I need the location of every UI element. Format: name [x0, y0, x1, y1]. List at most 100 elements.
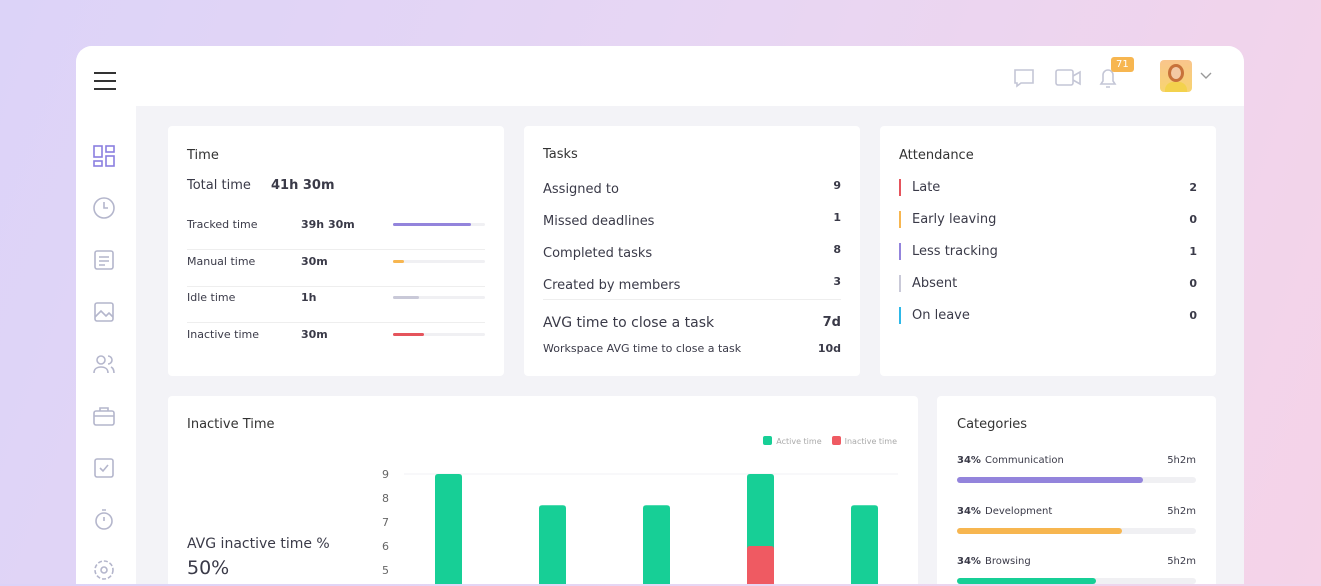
- category-item: 34% Browsing 5h2m: [957, 556, 1196, 586]
- card-title: Time: [187, 148, 219, 163]
- attendance-row-value: 1: [1189, 245, 1197, 258]
- menu-icon[interactable]: [94, 72, 116, 90]
- time-row-value: 1h: [301, 291, 317, 304]
- settings-icon[interactable]: [92, 558, 116, 582]
- category-percent: 34%: [957, 455, 981, 466]
- category-label: Communication: [985, 455, 1064, 466]
- chart-legend: Active time Inactive time: [763, 436, 897, 446]
- attendance-row-label: Absent: [912, 276, 958, 291]
- workspace-avg-value: 10d: [817, 342, 841, 355]
- workspace-avg-label: Workspace AVG time to close a task: [543, 342, 742, 355]
- tasks-card: Tasks Assigned to 9 Missed deadlines 1 C…: [524, 126, 860, 376]
- category-label: Development: [985, 505, 1053, 517]
- briefcase-icon[interactable]: [92, 404, 116, 428]
- video-icon[interactable]: [1054, 68, 1082, 88]
- status-indicator: [899, 211, 901, 228]
- task-row-label: Completed tasks: [543, 246, 653, 261]
- category-value: 5h2m: [1167, 556, 1196, 567]
- time-row-label: Idle time: [187, 291, 236, 304]
- avg-close-value: 7d: [822, 315, 841, 330]
- status-indicator: [899, 179, 901, 196]
- attendance-row-value: 0: [1189, 309, 1197, 322]
- attendance-row: Absent 0: [899, 275, 1197, 293]
- attendance-row-label: On leave: [912, 308, 970, 323]
- total-time-label: Total time: [187, 178, 251, 193]
- time-row: Tracked time 39h 30m: [187, 214, 485, 250]
- task-row: Created by members 3: [543, 274, 841, 293]
- active-time-bar[interactable]: [851, 505, 878, 584]
- bell-icon[interactable]: [1098, 66, 1118, 90]
- category-progress-bar: [957, 477, 1196, 483]
- chevron-down-icon[interactable]: [1200, 72, 1212, 80]
- clock-icon[interactable]: [92, 196, 116, 220]
- chat-icon[interactable]: [1013, 68, 1035, 88]
- legend-label: Inactive time: [844, 437, 897, 446]
- dashboard-icon[interactable]: [92, 144, 116, 168]
- legend-item-inactive: Inactive time: [831, 436, 897, 446]
- avg-close-label: AVG time to close a task: [543, 315, 715, 331]
- y-tick-label: 5: [382, 564, 389, 577]
- y-tick-label: 7: [382, 516, 389, 529]
- time-row-label: Inactive time: [187, 327, 259, 341]
- time-row: Manual time 30m: [187, 251, 485, 287]
- total-time-value: 41h 30m: [271, 178, 335, 193]
- active-time-bar[interactable]: [435, 474, 462, 584]
- notification-badge: 71: [1111, 57, 1134, 72]
- time-row-value: 30m: [301, 254, 328, 268]
- document-icon[interactable]: [92, 248, 116, 272]
- card-title: Inactive Time: [187, 417, 275, 432]
- category-progress-bar: [957, 527, 1196, 534]
- active-time-bar[interactable]: [539, 505, 566, 584]
- legend-label: Active time: [776, 437, 822, 446]
- users-icon[interactable]: [92, 352, 116, 376]
- attendance-row-value: 0: [1189, 213, 1197, 226]
- status-indicator: [899, 275, 901, 292]
- category-progress-bar: [957, 578, 1196, 584]
- time-card: Time Total time 41h 30m Tracked time 39h…: [168, 126, 504, 376]
- time-row: Inactive time 30m: [187, 324, 485, 360]
- task-row-value: 1: [833, 211, 841, 224]
- status-indicator: [899, 307, 901, 324]
- y-tick-label: 6: [382, 540, 389, 553]
- timer-icon[interactable]: [92, 508, 116, 532]
- task-row: Completed tasks 8: [543, 242, 841, 261]
- category-percent: 34%: [957, 556, 981, 567]
- category-item: 34% Communication 5h2m: [957, 455, 1196, 485]
- y-tick-label: 9: [382, 468, 389, 481]
- category-percent: 34%: [957, 505, 981, 517]
- time-row-label: Tracked time: [187, 218, 258, 231]
- time-progress-bar: [393, 223, 485, 226]
- task-row-value: 8: [833, 243, 841, 256]
- time-row-value: 30m: [301, 327, 328, 341]
- top-header: 71: [136, 46, 1244, 106]
- task-row-value: 9: [833, 179, 841, 192]
- card-title: Tasks: [543, 147, 578, 162]
- category-value: 5h2m: [1167, 505, 1196, 517]
- image-icon[interactable]: [92, 300, 116, 324]
- card-title: Attendance: [899, 148, 974, 163]
- categories-card: Categories 34% Communication 5h2m 34% De…: [937, 396, 1216, 584]
- task-check-icon[interactable]: [92, 456, 116, 480]
- sidebar: [76, 46, 136, 584]
- inactive-time-chart: 9 8 7 6 5: [382, 468, 898, 584]
- category-item: 34% Development 5h2m: [957, 506, 1196, 536]
- attendance-row-value: 0: [1189, 277, 1197, 290]
- avatar[interactable]: [1160, 60, 1192, 92]
- attendance-row: On leave 0: [899, 307, 1197, 325]
- task-row: Assigned to 9: [543, 178, 841, 197]
- task-row-value: 3: [833, 275, 841, 288]
- category-value: 5h2m: [1167, 455, 1196, 466]
- task-row-label: Assigned to: [543, 182, 619, 197]
- task-row-label: Created by members: [543, 278, 681, 293]
- inactive-time-bar[interactable]: [747, 546, 774, 584]
- inactive-time-card: Inactive Time AVG inactive time % 50% Ac…: [168, 396, 918, 584]
- attendance-row-label: Early leaving: [912, 212, 997, 227]
- legend-item-active: Active time: [763, 436, 822, 446]
- attendance-row-label: Less tracking: [912, 244, 998, 259]
- attendance-row-label: Late: [912, 180, 941, 195]
- active-time-bar[interactable]: [643, 505, 670, 584]
- attendance-row: Early leaving 0: [899, 211, 1197, 229]
- y-tick-label: 8: [382, 492, 389, 505]
- time-progress-bar: [393, 296, 485, 299]
- time-row-label: Manual time: [187, 254, 256, 268]
